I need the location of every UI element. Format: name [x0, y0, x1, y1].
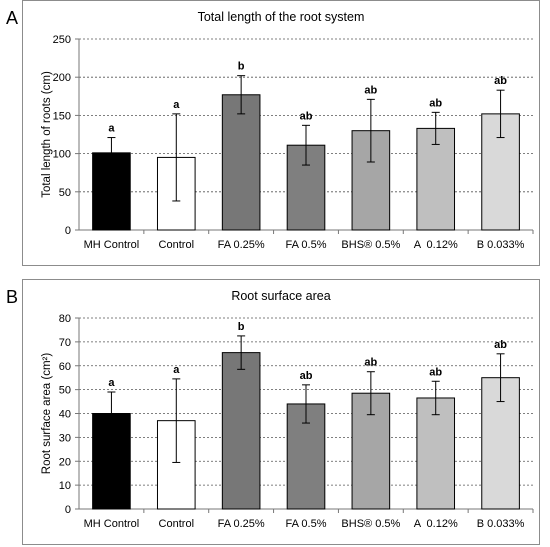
chart-title: Total length of the root system — [197, 10, 365, 24]
y-tick-label: 20 — [59, 456, 71, 468]
chart-frame: Total length of the root system 0 50 100 15… — [22, 0, 540, 266]
bar — [416, 127, 456, 231]
significance-label: ab — [494, 75, 507, 87]
chart-title: Root surface area — [231, 289, 331, 303]
y-tick-label: 0 — [65, 504, 71, 516]
significance-label: ab — [494, 339, 507, 351]
y-tick-label: 50 — [59, 385, 71, 397]
bar — [221, 94, 261, 231]
x-tick-label: FA 0.5% — [286, 239, 327, 251]
x-tick-label: BHS® 0.5% — [341, 518, 400, 530]
y-tick-label: 0 — [65, 225, 71, 237]
significance-label: b — [238, 321, 245, 333]
x-tick-label: FA 0.5% — [286, 518, 327, 530]
y-axis-label: Total length of roots (cm) — [41, 71, 53, 198]
root-surface-chart: 0 10 20 30 40 50 60 70 80 Root surface area (cm²)… — [41, 313, 534, 530]
y-tick-label: 50 — [59, 187, 71, 199]
y-tick-label: 250 — [53, 34, 71, 46]
y-tick-label: 60 — [59, 361, 71, 373]
x-tick-label: B 0.033% — [477, 518, 525, 530]
y-tick-label: 200 — [53, 72, 71, 84]
significance-label: ab — [364, 84, 377, 96]
y-tick-label: 150 — [53, 110, 71, 122]
y-tick-label: 100 — [53, 149, 71, 161]
y-tick-label: 80 — [59, 313, 71, 325]
x-tick-label: B 0.033% — [477, 239, 525, 251]
root-length-chart: 0 50 100 150 200 250 Total length of roots (cm… — [41, 34, 534, 251]
panel-letter: B — [6, 287, 19, 307]
x-tick-label: MH Control — [84, 518, 140, 530]
significance-label: ab — [429, 366, 442, 378]
y-axis-label: Root surface area (cm²) — [41, 353, 53, 475]
significance-label: ab — [300, 110, 313, 122]
bar — [416, 397, 456, 510]
x-tick-label: FA 0.25% — [218, 518, 265, 530]
x-tick-label: A 0.12% — [414, 239, 458, 251]
significance-label: a — [173, 99, 180, 111]
significance-label: ab — [364, 357, 377, 369]
y-tick-label: 30 — [59, 432, 71, 444]
y-tick-label: 70 — [59, 337, 71, 349]
chart-frame: Root surface area 0 10 20 30 40 50 60 70 80 Root … — [22, 279, 540, 545]
x-tick-label: A 0.12% — [414, 518, 458, 530]
significance-label: ab — [300, 370, 313, 382]
panel-a: A Total length of the root system 0 50 100… — [0, 0, 550, 268]
panel-letter: A — [6, 8, 19, 28]
x-tick-label: BHS® 0.5% — [341, 239, 400, 251]
significance-label: a — [108, 123, 115, 135]
y-tick-label: 10 — [59, 480, 71, 492]
x-tick-label: MH Control — [84, 239, 140, 251]
significance-label: b — [238, 61, 245, 73]
significance-label: ab — [429, 97, 442, 109]
significance-label: a — [108, 377, 115, 389]
panel-b: B Root surface area 0 10 20 30 40 50 60 70 80 Roo… — [0, 279, 550, 547]
y-tick-label: 40 — [59, 409, 71, 421]
x-tick-label: FA 0.25% — [218, 239, 265, 251]
significance-label: a — [173, 364, 180, 376]
x-tick-label: Control — [159, 518, 194, 530]
x-tick-label: Control — [159, 239, 194, 251]
bar — [221, 352, 261, 510]
